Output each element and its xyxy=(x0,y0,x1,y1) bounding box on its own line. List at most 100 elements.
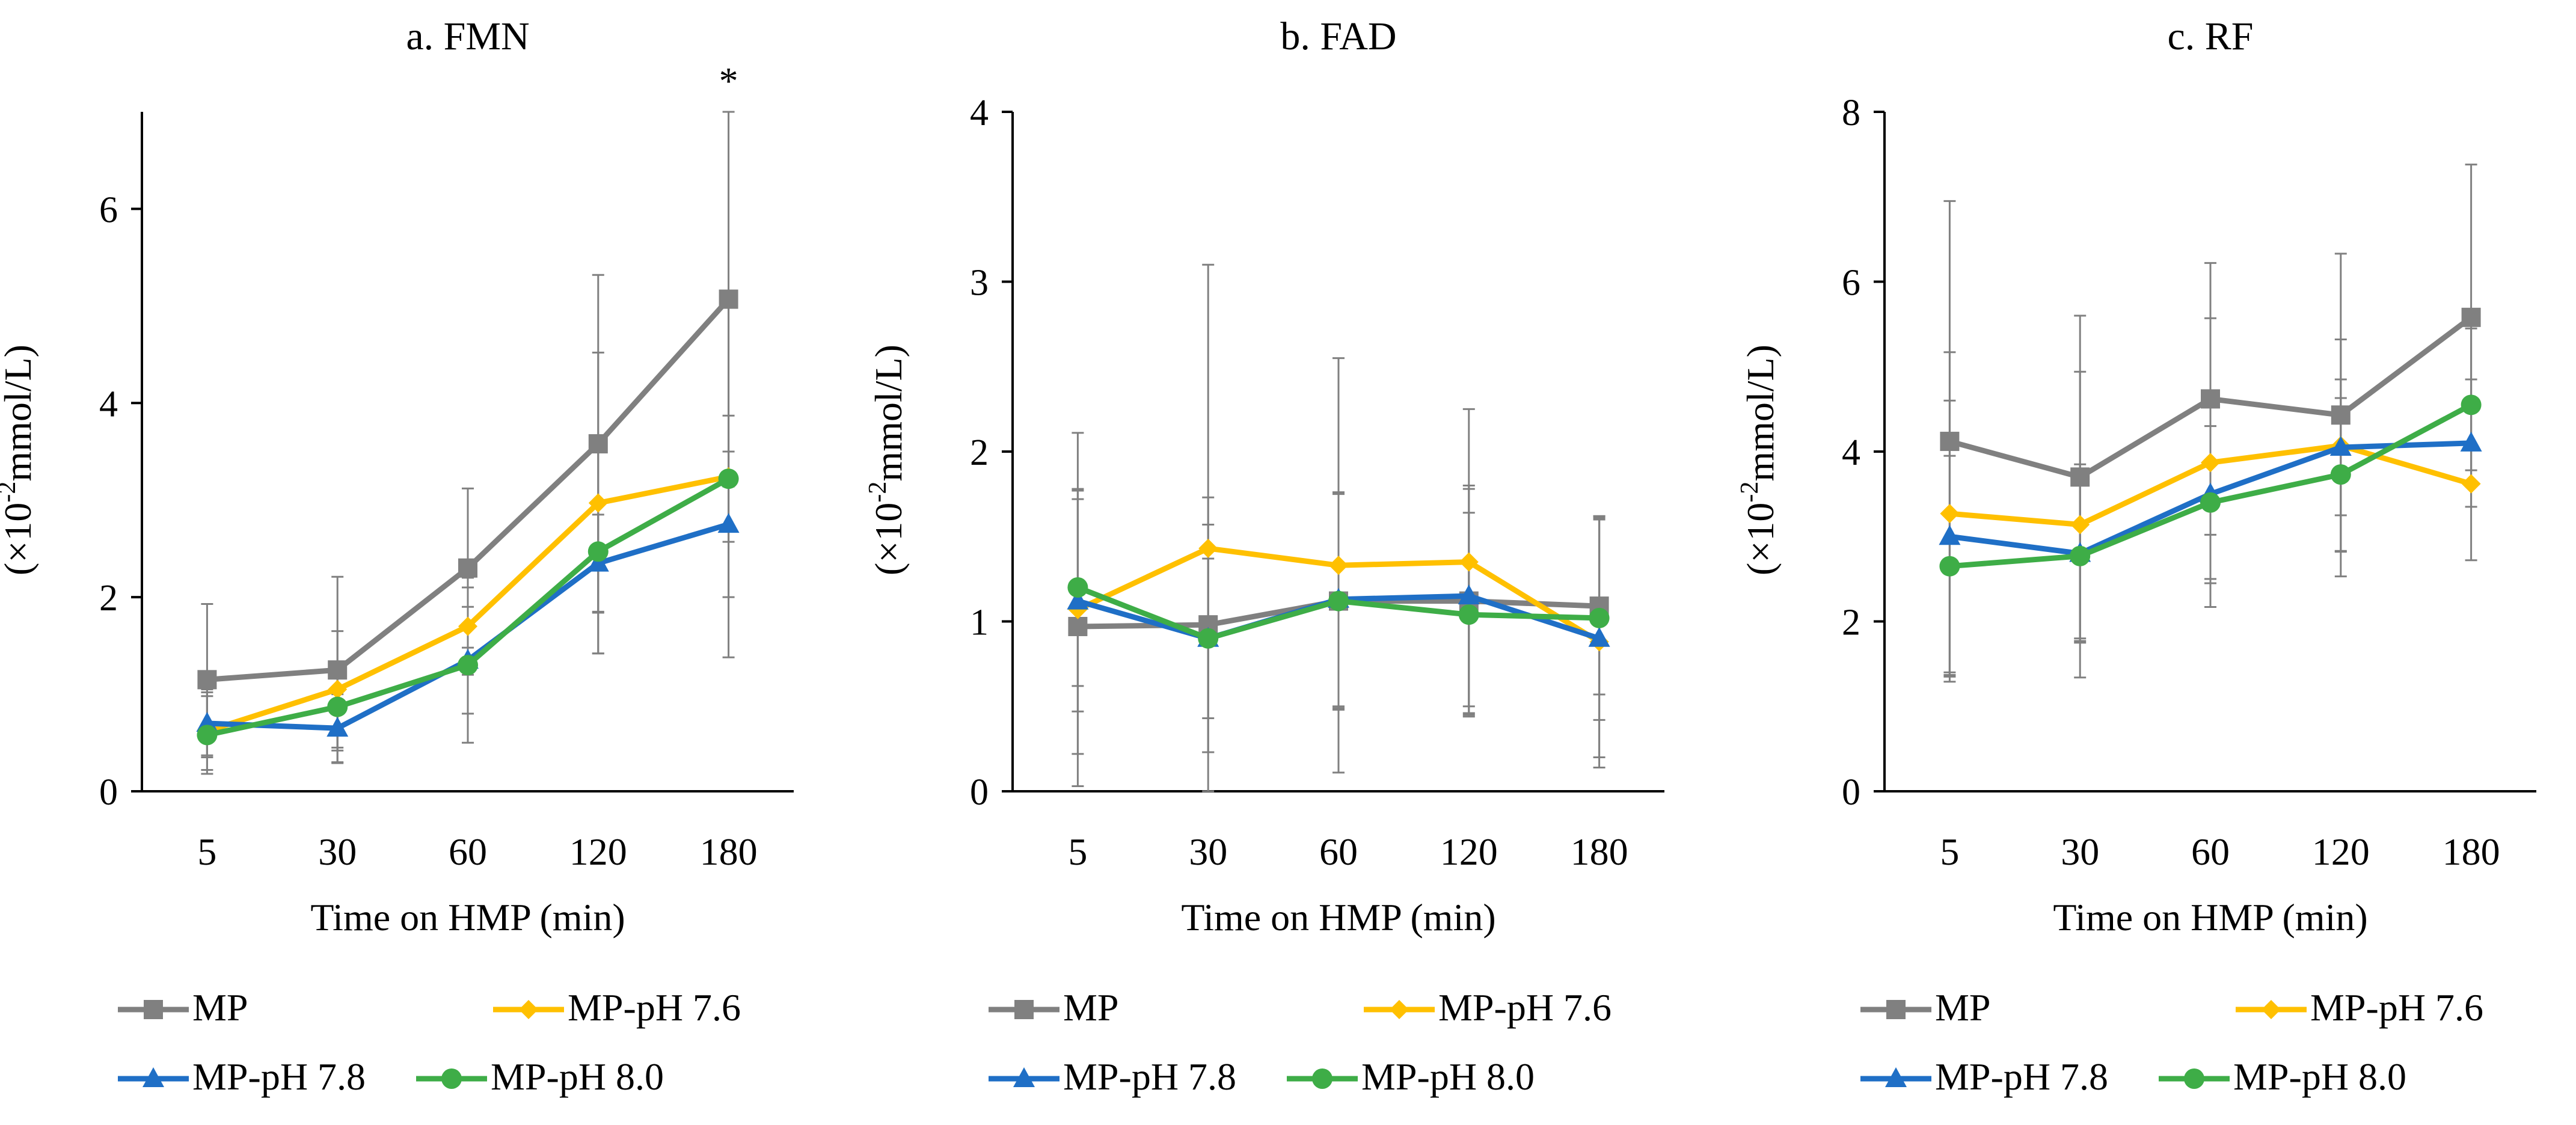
chart-panel-1: a. FMN 0 2 4 6 5 30 60 120 180 Time on HMP (min) (×… xyxy=(0,14,794,1098)
legend-entry: MP-pH 7.6 xyxy=(493,986,741,1029)
x-axis-label: Time on HMP (min) xyxy=(2053,896,2367,939)
significance-marker: * xyxy=(719,60,738,102)
legend-marker-circle xyxy=(441,1068,462,1089)
series-point-triangle xyxy=(327,717,349,737)
series-point-circle xyxy=(2330,464,2351,485)
x-tick-label: 180 xyxy=(1571,830,1628,873)
y-tick-label: 4 xyxy=(99,384,118,425)
legend-label: MP-pH 7.6 xyxy=(568,986,741,1029)
y-axis-label-prefix: (×10 xyxy=(867,503,910,575)
legend-label: MP-pH 7.8 xyxy=(1063,1055,1236,1098)
series-point-circle xyxy=(587,541,609,562)
series-point-circle xyxy=(197,725,218,746)
series-point-square xyxy=(719,289,738,309)
series-point-circle xyxy=(2461,394,2482,415)
legend-marker-triangle xyxy=(1013,1067,1035,1087)
series-point-triangle xyxy=(717,513,740,533)
y-tick-label: 4 xyxy=(1842,432,1860,473)
y-axis-label-sup: -2 xyxy=(0,482,21,503)
series-point-diamond xyxy=(588,493,608,513)
y-axis-label-sup: -2 xyxy=(1736,482,1764,503)
legend-label: MP-pH 8.0 xyxy=(2233,1055,2406,1098)
series-point-diamond xyxy=(1198,539,1218,559)
legend-label: MP-pH 7.8 xyxy=(1935,1055,2108,1098)
series-point-circle xyxy=(1198,628,1219,649)
legend-entry: MP-pH 8.0 xyxy=(2159,1055,2406,1098)
x-tick-label: 60 xyxy=(1319,830,1358,873)
x-tick-label: 180 xyxy=(2443,830,2500,873)
series-point-diamond xyxy=(2461,474,2481,494)
series-point-circle xyxy=(327,696,348,717)
y-axis-label: (×10-2mmol/L) xyxy=(1736,345,1782,575)
series-point-square xyxy=(2331,405,2351,425)
x-tick-label: 120 xyxy=(2312,830,2370,873)
legend-marker-circle xyxy=(1312,1068,1332,1089)
y-axis-label-suffix: mmol/L) xyxy=(1739,345,1782,482)
legend-label: MP-pH 8.0 xyxy=(1361,1055,1535,1098)
y-axis-label-prefix: (×10 xyxy=(1739,503,1782,575)
y-tick-label: 3 xyxy=(970,263,989,304)
series-point-circle xyxy=(1328,590,1349,612)
legend-entry: MP-pH 7.6 xyxy=(2236,986,2483,1029)
legend-entry: MP-pH 8.0 xyxy=(416,1055,664,1098)
y-axis-label-prefix: (×10 xyxy=(0,503,39,575)
legend-label: MP xyxy=(1063,986,1119,1029)
series-point-diamond xyxy=(1329,556,1348,575)
x-tick-label: 30 xyxy=(318,830,357,873)
series-point-diamond xyxy=(458,616,477,636)
series-point-square xyxy=(1068,616,1088,636)
series-point-triangle xyxy=(1458,584,1480,605)
legend-label: MP xyxy=(192,986,248,1029)
y-axis-label: (×10-2mmol/L) xyxy=(864,345,910,575)
legend-marker-triangle xyxy=(1885,1067,1907,1087)
series-point-square xyxy=(2070,467,2090,487)
legend-marker-square xyxy=(144,1000,163,1019)
y-axis-label-suffix: mmol/L) xyxy=(867,345,910,482)
legend-marker-diamond xyxy=(1390,1000,1409,1019)
series-point-circle xyxy=(718,468,739,489)
y-tick-label: 2 xyxy=(99,578,118,619)
series-point-triangle xyxy=(2329,435,2352,456)
series-point-square xyxy=(2201,389,2220,409)
x-tick-label: 120 xyxy=(569,830,627,873)
legend-label: MP-pH 7.8 xyxy=(192,1055,366,1098)
chart-panel-2: b. FAD 0 1 2 3 4 5 30 60 120 180 Time on HMP (min) (… xyxy=(864,14,1664,1098)
legend-label: MP-pH 7.6 xyxy=(2310,986,2483,1029)
legend-marker-diamond xyxy=(2262,1000,2281,1019)
y-tick-label: 6 xyxy=(1842,263,1860,304)
legend-entry: MP xyxy=(989,986,1119,1029)
legend-entry: MP xyxy=(1860,986,1991,1029)
series-point-circle xyxy=(458,655,478,676)
series-point-square xyxy=(588,434,608,454)
y-axis-label-suffix: mmol/L) xyxy=(0,345,39,482)
legend-marker-square xyxy=(1886,1000,1906,1019)
series-point-square xyxy=(197,670,217,690)
legend-label: MP-pH 7.6 xyxy=(1438,986,1612,1029)
series-point-square xyxy=(1940,432,1960,452)
y-tick-label: 6 xyxy=(99,189,118,230)
legend-marker-square xyxy=(1014,1000,1034,1019)
x-tick-label: 60 xyxy=(449,830,487,873)
y-axis-label: (×10-2mmol/L) xyxy=(0,345,39,575)
legend-entry: MP-pH 8.0 xyxy=(1287,1055,1535,1098)
series-point-circle xyxy=(2070,545,2091,566)
legend-label: MP xyxy=(1935,986,1991,1029)
y-tick-label: 2 xyxy=(1842,602,1860,643)
y-tick-label: 8 xyxy=(1842,93,1860,133)
series-point-square xyxy=(458,558,477,578)
x-axis-label: Time on HMP (min) xyxy=(1181,896,1495,939)
legend-entry: MP-pH 7.6 xyxy=(1364,986,1612,1029)
series-point-triangle xyxy=(1939,525,1961,545)
y-axis-label-sup: -2 xyxy=(864,482,892,503)
chart-title: a. FMN xyxy=(406,14,529,58)
series-point-circle xyxy=(1067,577,1088,598)
chart-title: c. RF xyxy=(2167,14,2253,58)
chart-panel-3: c. RF 0 2 4 6 8 5 30 60 120 180 Time on HMP (min) (×… xyxy=(1736,14,2536,1098)
x-tick-label: 60 xyxy=(2191,830,2230,873)
series-point-circle xyxy=(1589,607,1610,628)
legend-marker-diamond xyxy=(519,1000,538,1019)
series-point-square xyxy=(2461,307,2481,327)
series-point-circle xyxy=(1458,604,1479,625)
y-tick-label: 1 xyxy=(970,602,989,643)
